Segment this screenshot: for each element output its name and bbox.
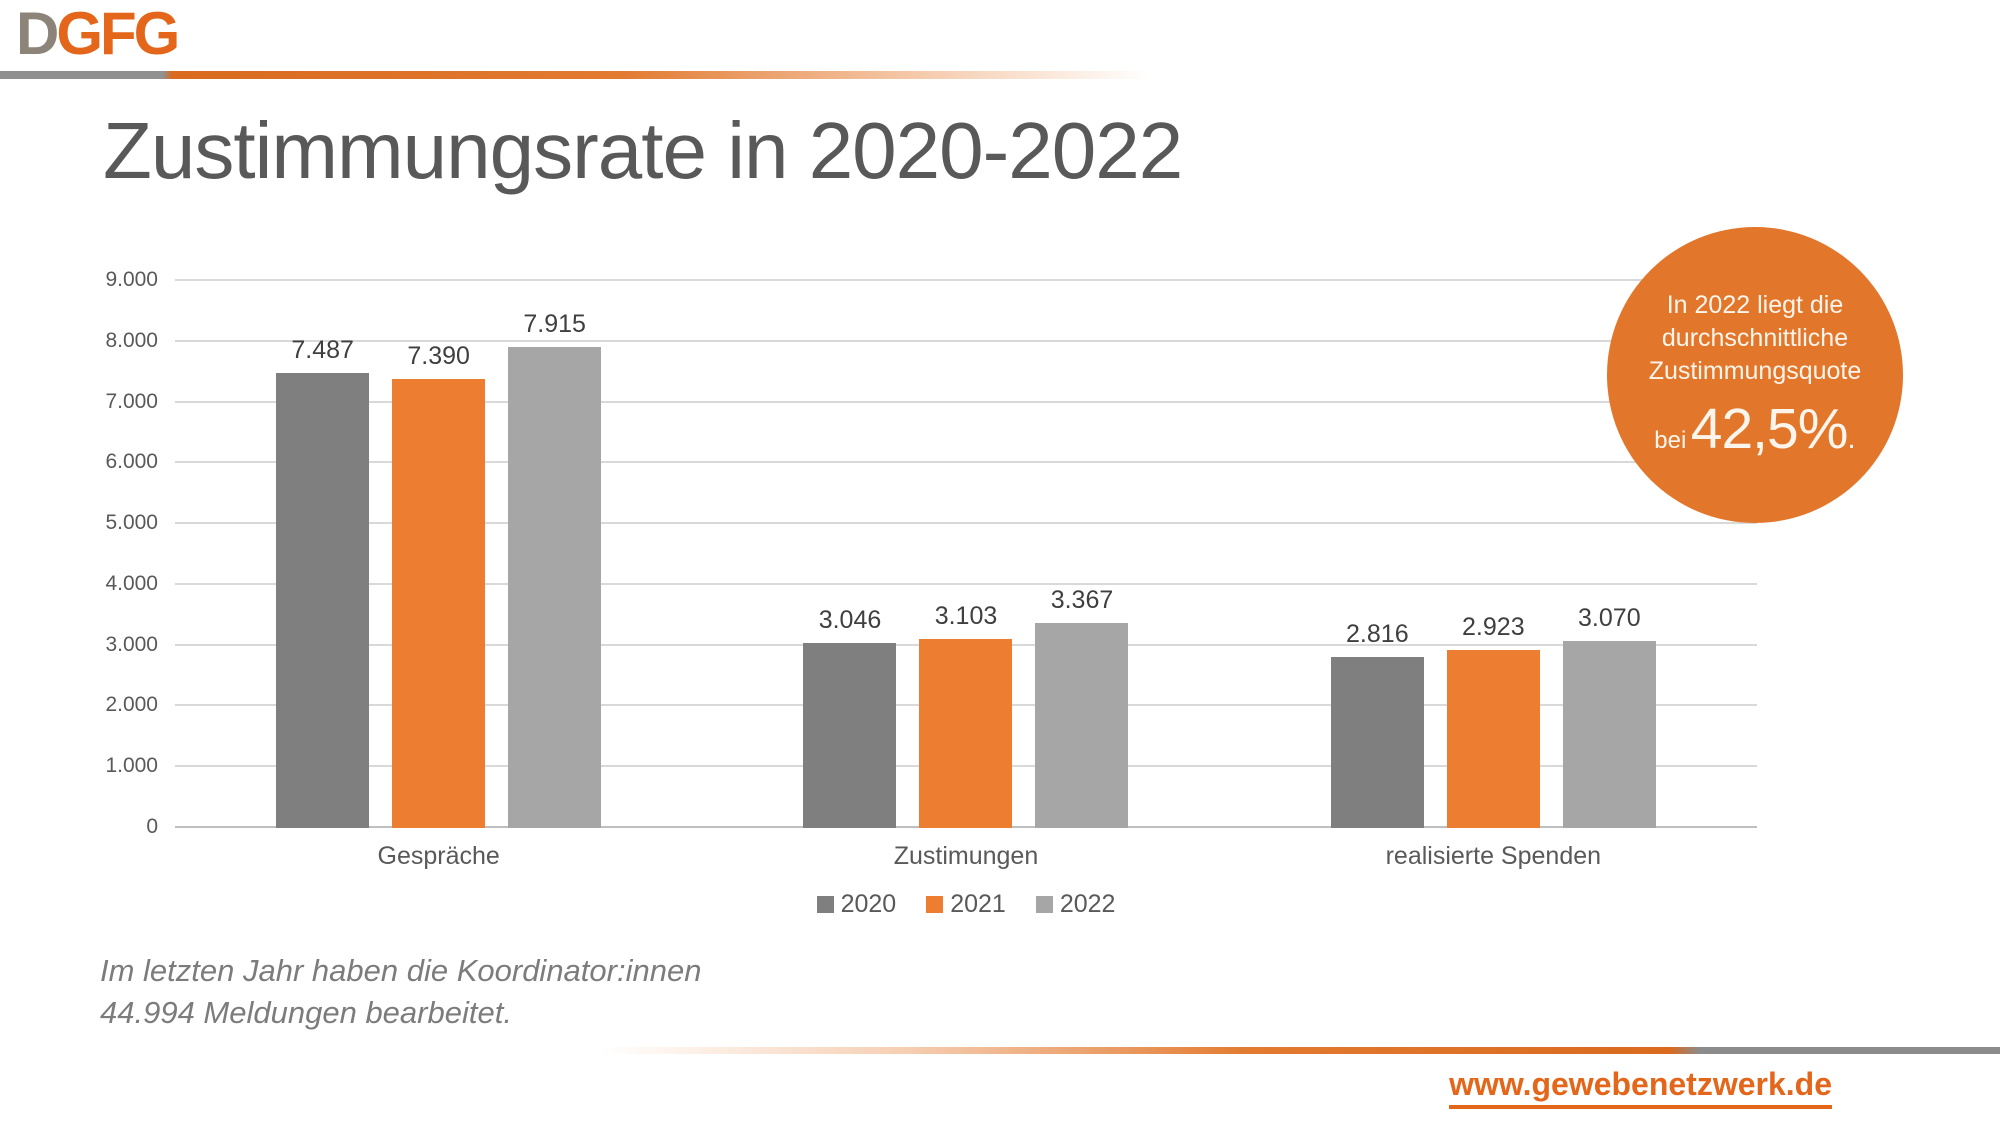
bar-value-label: 2.816: [1346, 619, 1409, 648]
callout-circle: In 2022 liegt die durchschnittliche Zust…: [1607, 227, 1903, 523]
logo-letters-gfg: GFG: [56, 0, 180, 67]
gridline-5000: [175, 522, 1757, 525]
bar-value-label: 7.915: [523, 309, 586, 338]
callout-value-line: bei 42,5%.: [1654, 396, 1855, 462]
bar-2022-Gespräche: 7.915: [508, 310, 602, 828]
bar-2021-realisierte Spenden: 2.923: [1446, 613, 1540, 828]
legend-item-2020: 2020: [816, 890, 897, 919]
legend-label-2021: 2021: [950, 890, 1006, 918]
callout-line-2: durchschnittliche: [1661, 323, 1849, 352]
gridline-4000: [175, 582, 1757, 585]
y-tick-label-0: 0: [146, 815, 158, 838]
bar-value-label: 3.070: [1578, 604, 1641, 633]
bar-2022-Zustimungen: 3.367: [1035, 586, 1129, 828]
y-tick-label-6000: 6.000: [105, 450, 158, 474]
x-axis-category-labels: Gespräche Zustimungen realisierte Spenden: [175, 842, 1757, 871]
gridline-9000: [175, 279, 1757, 281]
y-tick-label-9000: 9.000: [105, 268, 158, 291]
bar-group-1: 7.487 7.390 7.915: [175, 281, 702, 828]
callout-suffix: .: [1847, 421, 1856, 455]
bar-value-label: 7.487: [291, 335, 354, 364]
bar-value-label: 7.390: [407, 341, 470, 370]
header-divider: [0, 71, 2000, 79]
chart-legend: 2020 2021 2022: [175, 890, 1757, 919]
category-label-3: realisierte Spenden: [1385, 842, 1602, 870]
legend-label-2020: 2020: [840, 890, 897, 918]
bar-groups: 7.487 7.390 7.915 3.046 3.103 3.367 2.816 2.923…: [175, 281, 1757, 828]
bar-2021-Gespräche: 7.390: [392, 342, 486, 828]
bar-group-2: 3.046 3.103 3.367: [702, 281, 1229, 828]
bar-2022-realisierte Spenden: 3.070: [1562, 604, 1656, 828]
callout-big-value: 42,5%: [1690, 396, 1849, 461]
callout-prefix: bei: [1654, 426, 1687, 454]
logo-letter-d: D: [16, 0, 59, 67]
category-label-2: Zustimungen: [893, 842, 1039, 870]
footnote-line-2: 44.994 Meldungen bearbeitet.: [100, 995, 512, 1030]
y-tick-label-7000: 7.000: [105, 389, 158, 413]
y-tick-label-8000: 8.000: [105, 328, 158, 352]
bar-value-label: 2.923: [1462, 613, 1525, 642]
y-tick-label-3000: 3.000: [105, 632, 158, 656]
bar-2021-Zustimungen: 3.103: [919, 602, 1013, 828]
category-label-1: Gespräche: [377, 842, 500, 870]
bar-value-label: 3.367: [1050, 586, 1114, 615]
gridline-6000: [175, 461, 1757, 464]
footnote: Im letzten Jahr haben die Koordinator:in…: [100, 950, 701, 1034]
legend-swatch-2021: [926, 896, 944, 913]
legend-swatch-2022: [1035, 896, 1053, 913]
y-tick-label-1000: 1.000: [105, 754, 158, 778]
bar-2020-realisierte Spenden: 2.816: [1330, 620, 1424, 828]
page-title: Zustimmungsrate in 2020-2022: [103, 106, 1183, 195]
callout-line-1: In 2022 liegt die: [1666, 290, 1844, 319]
legend-item-2021: 2021: [926, 890, 1006, 919]
bar-group-3: 2.816 2.923 3.070: [1230, 281, 1757, 828]
y-tick-label-2000: 2.000: [105, 693, 158, 717]
gridline-7000: [175, 400, 1757, 403]
callout-line-3: Zustimmungsquote: [1648, 356, 1862, 385]
footnote-line-1: Im letzten Jahr haben die Koordinator:in…: [100, 953, 702, 988]
legend-label-2022: 2022: [1059, 890, 1116, 918]
bar-value-label: 3.046: [818, 605, 882, 634]
y-tick-label-5000: 5.000: [105, 511, 158, 535]
bar-value-label: 3.103: [934, 602, 998, 631]
footer-divider: [0, 1047, 2000, 1054]
y-tick-label-4000: 4.000: [105, 571, 158, 595]
legend-item-2022: 2022: [1035, 890, 1116, 919]
website-link[interactable]: www.gewebenetzwerk.de: [1449, 1066, 1832, 1109]
legend-swatch-2020: [816, 896, 834, 913]
bar-2020-Gespräche: 7.487: [276, 336, 370, 828]
dgfg-logo: DGFG: [16, 0, 180, 67]
bar-2020-Zustimungen: 3.046: [803, 606, 897, 828]
gridline-8000: [175, 339, 1757, 342]
